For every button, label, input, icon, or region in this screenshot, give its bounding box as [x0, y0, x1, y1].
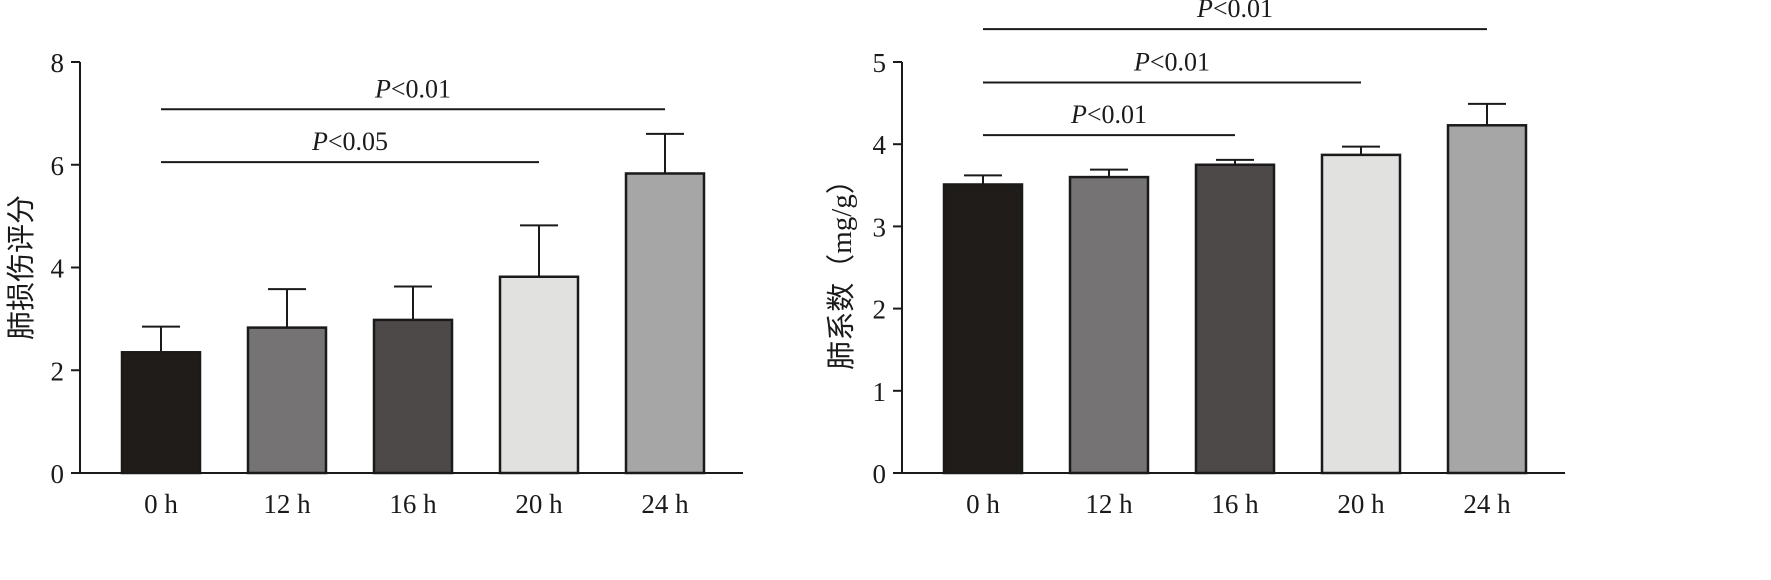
bar — [498, 275, 580, 475]
y-axis-title: 肺损伤评分 — [5, 195, 38, 340]
bar — [624, 172, 706, 475]
x-tick-label: 20 h — [515, 489, 563, 519]
y-tick-label: 4 — [51, 254, 65, 284]
bar — [942, 183, 1024, 475]
significance-p-symbol: P — [374, 74, 391, 103]
significance-p-symbol: P — [1133, 48, 1150, 77]
x-tick-label: 20 h — [1337, 489, 1385, 519]
bar — [372, 318, 454, 475]
y-tick-label: 2 — [873, 295, 887, 325]
y-tick-label: 6 — [51, 151, 65, 181]
bar — [1446, 124, 1528, 475]
x-tick-label: 0 h — [966, 489, 1000, 519]
x-tick-label: 24 h — [641, 489, 689, 519]
y-tick-label: 2 — [51, 356, 65, 386]
x-tick-label: 12 h — [263, 489, 311, 519]
y-tick-label: 0 — [51, 459, 65, 489]
x-tick-label: 24 h — [1463, 489, 1511, 519]
significance-p-symbol: P — [1070, 100, 1087, 129]
significance-threshold: <0.01 — [1087, 100, 1147, 129]
significance-p-symbol: P — [311, 127, 328, 156]
significance-threshold: <0.01 — [1213, 0, 1273, 23]
y-tick-label: 3 — [873, 212, 887, 242]
y-tick-label: 4 — [873, 130, 887, 160]
significance-threshold: <0.01 — [1150, 48, 1210, 77]
y-axis-title: 肺系数（mg/g） — [825, 165, 858, 370]
significance-label: P<0.05 — [311, 127, 388, 156]
bar — [1194, 163, 1276, 475]
x-tick-label: 16 h — [1211, 489, 1259, 519]
significance-label: P<0.01 — [374, 74, 451, 103]
significance-threshold: <0.05 — [328, 127, 388, 156]
x-tick-label: 12 h — [1085, 489, 1133, 519]
y-tick-label: 0 — [873, 459, 887, 489]
significance-p-symbol: P — [1196, 0, 1213, 23]
y-tick-label: 5 — [873, 48, 887, 78]
significance-threshold: <0.01 — [391, 74, 451, 103]
bar — [120, 351, 202, 475]
significance-label: P<0.01 — [1196, 0, 1273, 23]
x-tick-label: 0 h — [144, 489, 178, 519]
bar — [246, 326, 328, 475]
x-tick-label: 16 h — [389, 489, 437, 519]
significance-label: P<0.01 — [1070, 100, 1147, 129]
bar — [1068, 175, 1150, 475]
y-tick-label: 8 — [51, 48, 65, 78]
bar — [1320, 153, 1402, 475]
y-tick-label: 1 — [873, 377, 887, 407]
significance-label: P<0.01 — [1133, 48, 1210, 77]
